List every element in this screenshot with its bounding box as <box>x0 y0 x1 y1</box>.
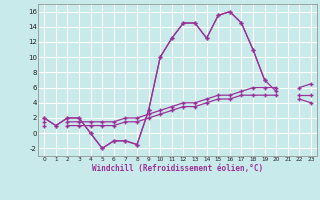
X-axis label: Windchill (Refroidissement éolien,°C): Windchill (Refroidissement éolien,°C) <box>92 164 263 173</box>
